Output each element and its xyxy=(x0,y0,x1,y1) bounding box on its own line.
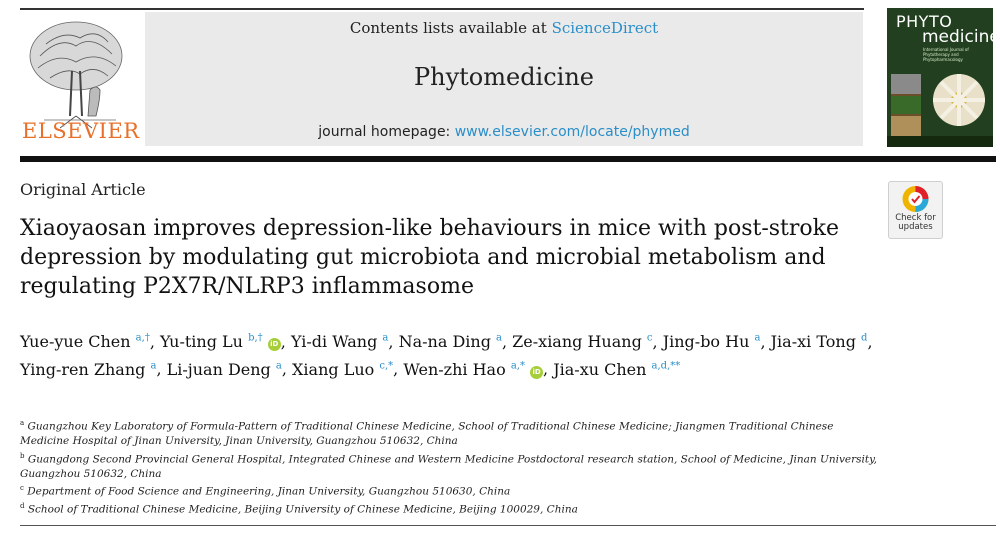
cover-title-medicine: medicine xyxy=(922,27,1000,47)
journal-cover[interactable] xyxy=(887,8,993,147)
header-bottom-rule xyxy=(20,156,996,162)
header-top-rule xyxy=(20,8,864,10)
affiliation-label: d xyxy=(20,502,25,510)
affiliations-bottom-rule xyxy=(20,525,996,526)
article-title: Xiaoyaosan improves depression-like beha… xyxy=(20,216,839,299)
affiliation-item: b Guangdong Second Provincial General Ho… xyxy=(20,449,880,482)
author-name[interactable]: Jing-bo Hu xyxy=(662,332,750,352)
cover-artwork xyxy=(887,8,993,147)
author-name[interactable]: Li-juan Deng xyxy=(166,359,271,379)
author-name[interactable]: Ze-xiang Huang xyxy=(512,332,642,352)
check-for-updates-button[interactable] xyxy=(888,181,943,239)
author-affiliation-marker[interactable]: a,† xyxy=(135,333,150,344)
author-entry: Ze-xiang Huang c xyxy=(512,332,652,351)
affiliation-text: Department of Food Science and Engineeri… xyxy=(27,485,511,498)
author-affiliation-marker[interactable]: c xyxy=(646,333,653,344)
author-entry: Jing-bo Hu a xyxy=(663,332,761,351)
author-affiliation-marker[interactable]: a xyxy=(275,360,282,372)
affiliation-text: School of Traditional Chinese Medicine, … xyxy=(27,503,578,516)
cover-subtitle: International Journal of Phytotherapy an… xyxy=(923,47,969,62)
homepage-prefix: journal homepage: xyxy=(318,124,451,140)
author-affiliation-marker[interactable]: a xyxy=(382,333,389,344)
affiliation-label: a xyxy=(20,419,25,427)
journal-homepage-link[interactable]: www.elsevier.com/locate/phymed xyxy=(454,124,690,140)
author-affiliation-marker[interactable]: a xyxy=(150,360,157,372)
author-affiliation-marker[interactable]: a,d,** xyxy=(651,360,681,372)
cover-title-phyto: PHYTO xyxy=(896,12,953,31)
orcid-icon[interactable]: iD xyxy=(530,365,544,379)
affiliation-item: c Department of Food Science and Enginee… xyxy=(20,481,880,499)
author-name[interactable]: Yi-di Wang xyxy=(290,332,378,352)
author-entry: Yi-di Wang a xyxy=(291,332,388,351)
author-entry: Xiang Luo c,* xyxy=(292,360,393,379)
affiliation-text: Guangzhou Key Laboratory of Formula-Patt… xyxy=(20,420,834,448)
author-affiliation-marker[interactable]: a xyxy=(754,333,761,344)
author-entry: Na-na Ding a xyxy=(399,332,502,351)
affiliation-item: d School of Traditional Chinese Medicine… xyxy=(20,499,880,517)
journal-homepage-line: journal homepage: www.elsevier.com/locat… xyxy=(145,124,863,140)
author-affiliation-marker[interactable]: a,* xyxy=(510,360,525,372)
author-name[interactable]: Xiang Luo xyxy=(292,359,375,379)
author-entry: Jia-xi Tong d xyxy=(771,332,868,351)
orcid-icon[interactable]: iD xyxy=(267,338,281,352)
author-name[interactable]: Yu-ting Lu xyxy=(159,332,243,352)
article-type: Original Article xyxy=(20,180,146,199)
sciencedirect-link[interactable]: ScienceDirect xyxy=(551,19,659,37)
check-for-updates-label: Check for updates xyxy=(888,214,943,232)
author-entry: Yue-yue Chen a,† xyxy=(20,332,150,351)
affiliation-label: c xyxy=(20,484,24,492)
author-name[interactable]: Jia-xu Chen xyxy=(553,359,647,379)
journal-name: Phytomedicine xyxy=(413,63,595,91)
author-affiliation-marker[interactable]: a xyxy=(496,333,502,344)
author-entry: Jia-xu Chen a,d,** xyxy=(553,360,680,379)
author-affiliation-marker[interactable]: d xyxy=(861,333,868,344)
journal-banner xyxy=(145,12,863,146)
contents-line: Contents lists available at ScienceDirec… xyxy=(145,19,863,37)
author-entry: Li-juan Deng a xyxy=(167,360,282,379)
author-affiliation-marker[interactable]: c,* xyxy=(379,360,394,372)
check-updates-line1: Check for xyxy=(895,213,936,223)
author-name[interactable]: Jia-xi Tong xyxy=(770,332,856,352)
author-entry: Ying-ren Zhang a xyxy=(20,360,156,379)
elsevier-wordmark: ELSEVIER xyxy=(22,119,140,143)
affiliation-label: b xyxy=(20,451,25,460)
author-entry: Wen-zhi Hao a,* iD xyxy=(403,359,544,379)
author-name[interactable]: Ying-ren Zhang xyxy=(20,359,146,379)
contents-prefix: Contents lists available at xyxy=(349,19,547,37)
author-name[interactable]: Wen-zhi Hao xyxy=(403,359,506,379)
affiliation-item: a Guangzhou Key Laboratory of Formula-Pa… xyxy=(20,416,880,449)
check-updates-icon xyxy=(902,186,929,212)
author-affiliation-marker[interactable]: b,† xyxy=(248,333,263,344)
author-list: Yue-yue Chen a,†, Yu-ting Lu b,† iD, Yi-… xyxy=(20,332,873,379)
author-name[interactable]: Yue-yue Chen xyxy=(20,332,131,352)
author-entry: Yu-ting Lu b,† iD xyxy=(159,332,281,352)
affiliation-list: a Guangzhou Key Laboratory of Formula-Pa… xyxy=(20,416,880,517)
author-name[interactable]: Na-na Ding xyxy=(398,332,491,352)
elsevier-tree-logo[interactable] xyxy=(20,16,132,146)
affiliation-text: Guangdong Second Provincial General Hosp… xyxy=(20,453,877,480)
check-updates-line2: updates xyxy=(898,222,933,232)
